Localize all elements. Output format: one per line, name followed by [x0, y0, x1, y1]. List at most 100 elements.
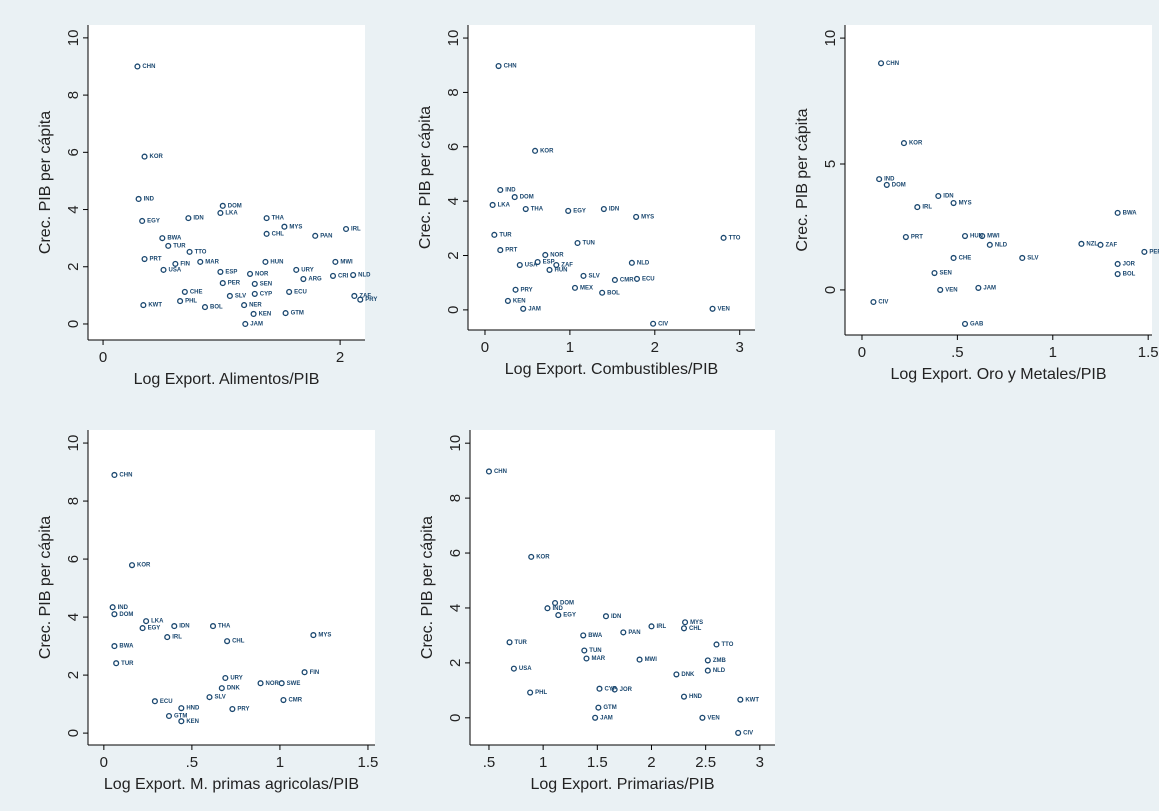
point-label: IND: [552, 606, 563, 612]
data-point: [680, 625, 688, 632]
point-label: BWA: [167, 236, 182, 242]
data-point: [592, 714, 599, 721]
point-label: PRT: [150, 257, 162, 263]
point-label: CHL: [272, 231, 285, 237]
data-point: [219, 202, 226, 209]
data-point: [185, 215, 192, 222]
data-point: [263, 215, 270, 222]
point-label: IRL: [351, 227, 361, 233]
point-label: CHN: [142, 64, 155, 70]
point-label: MYS: [318, 633, 331, 639]
point-label: LKA: [498, 203, 511, 209]
point-label: NZL: [1086, 241, 1098, 247]
point-label: ZAF: [1105, 242, 1117, 248]
point-label: TTO: [729, 235, 741, 241]
data-point: [350, 272, 357, 279]
point-label: HND: [689, 694, 703, 700]
point-label: TUN: [589, 648, 601, 654]
x-tick-label: .5: [951, 344, 964, 361]
data-point: [109, 604, 116, 611]
point-label: FIN: [310, 670, 320, 676]
data-point: [931, 270, 938, 277]
data-point: [342, 225, 350, 233]
data-point: [209, 623, 217, 630]
data-point: [241, 302, 248, 309]
data-point: [574, 239, 581, 247]
data-point: [281, 223, 288, 230]
data-point: [595, 704, 602, 711]
data-point: [1114, 209, 1121, 216]
y-tick-label: 4: [65, 205, 82, 213]
data-point: [512, 286, 519, 293]
data-point: [250, 310, 257, 318]
point-label: MYS: [289, 224, 302, 230]
point-label: BWA: [588, 633, 603, 639]
y-tick-label: 2: [447, 659, 464, 667]
data-point: [580, 632, 587, 639]
point-label: LKA: [225, 211, 238, 217]
data-point: [1141, 248, 1148, 255]
y-tick-label: 10: [65, 30, 82, 47]
point-label: GTM: [174, 714, 187, 720]
point-label: GAB: [970, 321, 984, 327]
data-point: [1114, 271, 1121, 278]
point-label: TUR: [173, 243, 186, 249]
point-label: TUR: [515, 640, 528, 646]
y-tick-label: 2: [445, 251, 462, 259]
data-point: [580, 272, 587, 279]
point-label: JOR: [1123, 262, 1136, 268]
point-label: VEN: [718, 306, 730, 312]
data-point: [636, 656, 643, 663]
data-point: [596, 685, 603, 692]
point-label: SLV: [1027, 256, 1038, 262]
y-tick-label: 4: [445, 197, 462, 205]
point-label: ESP: [543, 260, 555, 266]
point-label: CHN: [119, 473, 132, 479]
data-point: [1019, 254, 1026, 261]
data-point: [937, 286, 944, 293]
point-label: CYP: [260, 292, 272, 298]
data-point: [553, 261, 560, 269]
data-point: [527, 689, 534, 696]
point-label: DOM: [892, 182, 906, 188]
data-point: [914, 204, 921, 211]
data-point: [229, 705, 236, 713]
point-label: DOM: [228, 203, 242, 209]
data-point: [329, 272, 337, 279]
point-label: DOM: [119, 612, 133, 618]
x-tick-label: 0: [99, 349, 107, 366]
data-point: [555, 612, 562, 619]
plot-area: [88, 430, 375, 745]
y-tick-label: 10: [65, 435, 82, 452]
point-label: MWI: [340, 259, 353, 265]
data-point: [552, 599, 559, 607]
data-point: [139, 625, 146, 632]
point-label: SLV: [588, 273, 599, 279]
data-point: [197, 258, 204, 265]
point-label: MAR: [591, 656, 605, 662]
point-label: USA: [519, 666, 532, 672]
point-label: EGY: [563, 613, 576, 619]
data-point: [611, 276, 618, 284]
data-point: [504, 297, 511, 304]
x-tick-label: 2: [336, 349, 344, 366]
point-label: TUN: [583, 241, 595, 247]
x-tick-label: .5: [483, 754, 496, 771]
data-point: [351, 292, 358, 299]
point-label: IDN: [943, 194, 953, 200]
data-point: [950, 254, 957, 261]
point-label: PHL: [185, 299, 197, 305]
point-label: HUN: [555, 268, 568, 274]
data-point: [312, 232, 319, 239]
point-label: BOL: [607, 290, 620, 296]
data-point: [263, 230, 270, 237]
data-point: [682, 619, 689, 626]
x-axis-title: Log Export. Primarias/PIB: [530, 776, 714, 793]
point-label: PAN: [628, 630, 640, 636]
x-tick-label: 1.5: [587, 754, 608, 771]
point-label: JAM: [600, 715, 613, 721]
point-label: SEN: [939, 271, 951, 277]
point-label: SLV: [214, 695, 225, 701]
data-point: [357, 296, 364, 303]
